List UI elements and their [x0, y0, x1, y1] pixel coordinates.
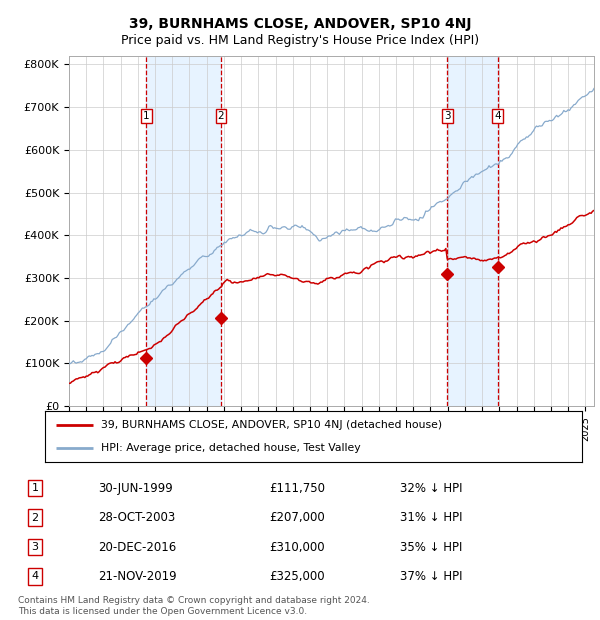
Text: 28-OCT-2003: 28-OCT-2003 — [98, 511, 175, 524]
Text: 39, BURNHAMS CLOSE, ANDOVER, SP10 4NJ (detached house): 39, BURNHAMS CLOSE, ANDOVER, SP10 4NJ (d… — [101, 420, 443, 430]
Text: Price paid vs. HM Land Registry's House Price Index (HPI): Price paid vs. HM Land Registry's House … — [121, 34, 479, 47]
Text: £111,750: £111,750 — [269, 482, 325, 495]
Text: 2: 2 — [32, 513, 38, 523]
Text: 37% ↓ HPI: 37% ↓ HPI — [400, 570, 463, 583]
Text: 21-NOV-2019: 21-NOV-2019 — [98, 570, 176, 583]
Text: 2: 2 — [218, 110, 224, 121]
Text: 4: 4 — [32, 572, 38, 582]
Text: 31% ↓ HPI: 31% ↓ HPI — [400, 511, 463, 524]
Text: 39, BURNHAMS CLOSE, ANDOVER, SP10 4NJ: 39, BURNHAMS CLOSE, ANDOVER, SP10 4NJ — [129, 17, 471, 32]
Text: 20-DEC-2016: 20-DEC-2016 — [98, 541, 176, 554]
Text: 32% ↓ HPI: 32% ↓ HPI — [400, 482, 463, 495]
Text: 3: 3 — [32, 542, 38, 552]
Text: 4: 4 — [494, 110, 501, 121]
Text: 3: 3 — [444, 110, 451, 121]
Text: 1: 1 — [32, 483, 38, 493]
Text: 30-JUN-1999: 30-JUN-1999 — [98, 482, 173, 495]
Text: 1: 1 — [143, 110, 150, 121]
Text: Contains HM Land Registry data © Crown copyright and database right 2024.
This d: Contains HM Land Registry data © Crown c… — [18, 596, 370, 616]
Bar — [146, 56, 221, 406]
Text: £310,000: £310,000 — [269, 541, 325, 554]
Bar — [447, 56, 497, 406]
Text: 35% ↓ HPI: 35% ↓ HPI — [400, 541, 462, 554]
Text: £207,000: £207,000 — [269, 511, 325, 524]
Text: £325,000: £325,000 — [269, 570, 325, 583]
Text: HPI: Average price, detached house, Test Valley: HPI: Average price, detached house, Test… — [101, 443, 361, 453]
